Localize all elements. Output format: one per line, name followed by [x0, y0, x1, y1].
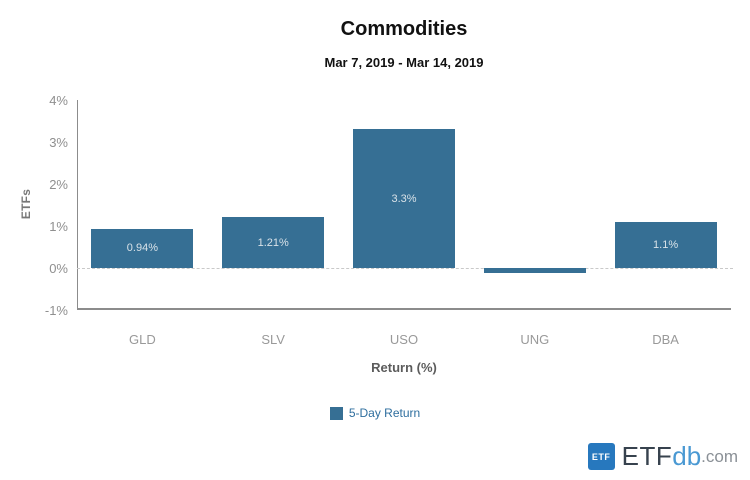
y-tick-label: 3% — [49, 135, 68, 150]
logo-text-etf: ETF — [621, 441, 673, 471]
x-axis-title: Return (%) — [371, 360, 437, 375]
bar-gld[interactable]: 0.94% — [91, 228, 194, 268]
x-tick-label-gld: GLD — [129, 332, 156, 347]
legend-item-5-day-return[interactable]: 5-Day Return — [0, 406, 750, 420]
bar-value-label: 0.94% — [126, 242, 158, 255]
y-tick-label: 0% — [49, 261, 68, 276]
x-tick-label-slv: SLV — [261, 332, 285, 347]
legend-swatch-icon — [329, 406, 343, 420]
y-axis-title: ETFs — [19, 188, 33, 220]
logo-text-db: db — [672, 441, 702, 471]
bar-slv[interactable]: 1.21% — [222, 217, 325, 268]
x-tick-label-dba: DBA — [652, 332, 679, 347]
bar-value-label: 1.1% — [653, 238, 679, 251]
bar-value-label: 3.3% — [391, 192, 417, 205]
logo-text-com: .com — [701, 446, 738, 466]
y-tick-label: 4% — [49, 93, 68, 108]
etfdb-logo-icon: ETF — [587, 443, 615, 470]
y-tick-label: 1% — [49, 219, 68, 234]
y-tick-label: 2% — [49, 177, 68, 192]
chart-subtitle: Mar 7, 2019 - Mar 14, 2019 — [324, 55, 484, 70]
x-tick-label-ung: UNG — [520, 332, 550, 347]
y-tick-label: -1% — [44, 303, 68, 318]
etfdb-logo: ETF ETF db .com — [587, 441, 738, 472]
x-tick-label-uso: USO — [389, 332, 419, 347]
bar-value-label: 1.21% — [257, 236, 289, 249]
legend-label: 5-Day Return — [348, 406, 421, 420]
bar-ung[interactable] — [483, 268, 586, 274]
chart-title: Commodities — [340, 18, 468, 40]
bar-uso[interactable]: 3.3% — [353, 129, 455, 268]
bar-dba[interactable]: 1.1% — [614, 221, 717, 268]
zero-gridline — [77, 268, 733, 269]
plot-area — [77, 100, 731, 310]
